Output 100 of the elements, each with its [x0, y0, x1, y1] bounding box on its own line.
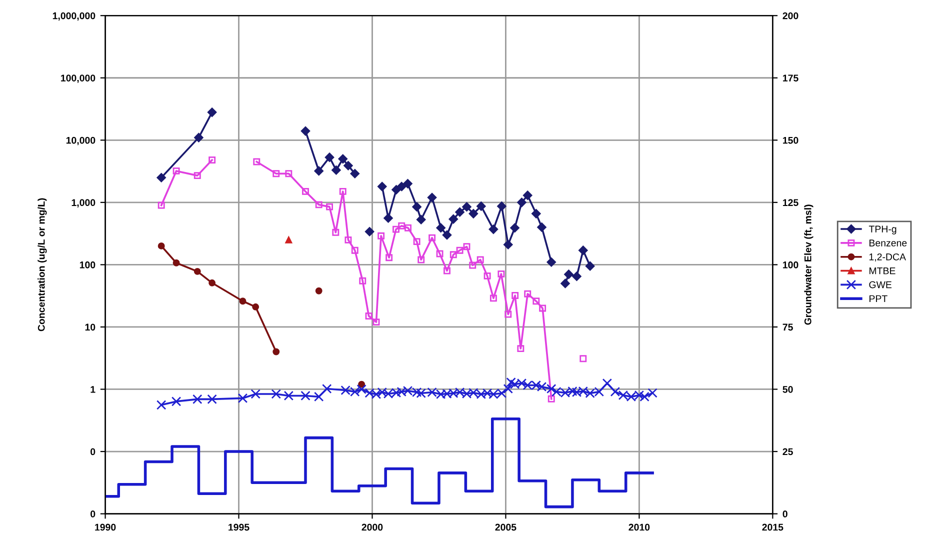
point	[450, 251, 457, 258]
point	[517, 198, 526, 208]
point	[560, 278, 570, 288]
point	[350, 169, 360, 178]
point	[537, 222, 546, 232]
y2-tick-label: 100	[783, 261, 798, 268]
point	[469, 262, 476, 269]
point	[372, 318, 380, 326]
y-tick-label: 0	[90, 448, 96, 456]
y-tick-label: 1,000	[72, 199, 96, 208]
point	[517, 345, 524, 352]
point	[546, 257, 556, 267]
point	[392, 226, 400, 233]
point	[416, 214, 426, 224]
y-tick-label: 100	[80, 261, 96, 268]
point	[488, 224, 498, 234]
y2-axis-title: Groundwater Elev (ft, msl)	[804, 204, 814, 325]
point	[580, 355, 587, 362]
y2-tick-label: 25	[782, 448, 793, 456]
point	[436, 250, 444, 258]
point	[172, 167, 180, 174]
x-tick-label: 2005	[495, 524, 516, 531]
point	[314, 166, 324, 176]
point	[524, 290, 532, 298]
point	[468, 209, 478, 218]
point	[194, 172, 201, 180]
point	[498, 270, 505, 278]
point	[455, 207, 464, 217]
point	[412, 202, 422, 212]
point	[300, 126, 310, 136]
point	[344, 160, 353, 170]
point	[208, 279, 216, 286]
point	[386, 254, 393, 262]
point	[398, 222, 406, 230]
point	[359, 277, 366, 284]
x-tick-label: 2010	[628, 524, 650, 531]
point	[194, 268, 201, 275]
point	[428, 234, 436, 242]
point	[384, 213, 393, 223]
y-tick-label: 0	[90, 510, 96, 518]
legend-label: GWE	[869, 281, 892, 288]
x-tick-label: 2000	[362, 524, 383, 531]
y2-tick-label: 50	[782, 386, 793, 393]
point	[512, 292, 519, 299]
y-tick-label: 1,000,000	[52, 12, 96, 21]
point	[444, 267, 450, 274]
point	[339, 188, 346, 195]
point	[324, 152, 334, 162]
point	[572, 272, 582, 281]
point	[436, 223, 446, 233]
y-tick-label: 1	[90, 386, 96, 393]
point	[315, 287, 322, 294]
point	[510, 223, 520, 233]
point	[404, 224, 412, 232]
point	[448, 214, 458, 224]
point	[358, 380, 366, 388]
point	[392, 185, 401, 194]
point	[207, 108, 217, 117]
point	[272, 170, 280, 178]
point	[172, 259, 180, 266]
y-tick-label: 10	[85, 324, 96, 331]
legend-label: 1,2-DCA	[869, 253, 906, 262]
x-tick-label: 1990	[95, 524, 116, 531]
point	[403, 179, 412, 188]
y2-tick-label: 175	[783, 74, 798, 82]
point	[302, 188, 309, 195]
point	[194, 132, 204, 142]
point	[418, 256, 425, 264]
point	[332, 166, 341, 175]
point	[497, 202, 506, 211]
legend-label: TPH-g	[868, 226, 896, 234]
point	[442, 230, 452, 240]
point	[462, 202, 472, 212]
point	[158, 202, 165, 209]
point	[463, 243, 470, 250]
point	[539, 304, 546, 312]
legend-label: PPT	[870, 295, 888, 302]
point	[504, 240, 513, 250]
point	[532, 209, 541, 218]
point	[564, 270, 574, 279]
point	[252, 303, 260, 310]
point	[338, 154, 348, 164]
point	[456, 246, 464, 254]
y2-tick-label: 200	[782, 12, 798, 20]
point	[272, 348, 280, 356]
point	[326, 203, 333, 210]
point	[365, 312, 372, 320]
point	[413, 238, 420, 246]
point	[532, 298, 540, 305]
point	[484, 272, 491, 280]
y2-tick-label: 150	[783, 136, 798, 144]
point	[490, 294, 497, 302]
y-tick-label: 10,000	[66, 136, 96, 146]
y2-tick-label: 125	[783, 199, 798, 206]
legend-label: MTBE	[870, 267, 896, 274]
point	[476, 202, 486, 211]
y-tick-label: 100,000	[61, 74, 96, 83]
point	[585, 261, 595, 271]
point	[332, 228, 340, 236]
x-tick-label: 1995	[228, 524, 250, 531]
